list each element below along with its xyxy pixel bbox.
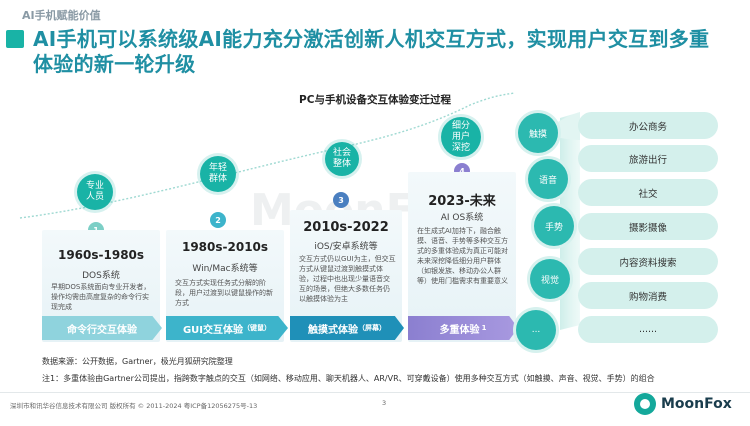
scenario-pill: 摄影摄像: [578, 213, 718, 240]
moonfox-logo-icon: [634, 393, 656, 415]
modality-label: 触摸: [528, 129, 547, 140]
os-label: AI OS系统: [440, 213, 484, 223]
page-headline: AI手机可以系统级AI能力充分激活创新人机交互方式，实现用户交互到多重体验的新一…: [33, 27, 710, 76]
band-stage-2: GUI交互体验 （键鼠）: [166, 316, 288, 340]
scenario-label: 摄影摄像: [628, 222, 667, 234]
scenario-label: 办公商务: [628, 121, 667, 133]
section-tag: AI手机赋能价值: [22, 9, 101, 22]
scenario-pill: 旅游出行: [578, 145, 718, 172]
scenario-label: 内容资料搜索: [619, 257, 677, 269]
stage-description: 交互方式仍以GUI为主，但交互方式从键鼠过渡到触摸式体验，过程中也出现少量语音交…: [299, 255, 396, 303]
scenario-label: 旅游出行: [628, 154, 667, 166]
band-suffix: （屏幕）: [358, 324, 386, 332]
stage-number-2: 2: [210, 212, 226, 228]
scenario-pill: 办公商务: [578, 112, 718, 139]
era-label: 1960s-1980s: [57, 248, 145, 262]
os-label: Win/Mac系统等: [192, 264, 258, 274]
moonfox-logo: MoonFox: [634, 393, 732, 415]
modality-label: 语音: [538, 175, 557, 186]
bubble-label: 细分用户深挖: [451, 120, 470, 153]
era-label: 2023-未来: [428, 194, 496, 209]
scenario-pill: 购物消费: [578, 282, 718, 309]
stage-description: 交互方式实现任务式分解的阶段，用户过渡到以键鼠操作的新方式: [175, 279, 273, 307]
stage-number-3: 3: [333, 192, 349, 208]
band-footnote: 1: [481, 324, 487, 332]
title-accent-bar: [6, 30, 24, 48]
band-stage-3: 触摸式体验 （屏幕）: [290, 316, 404, 340]
data-source: 数据来源：公开数据，Gartner，极光月狐研究院整理: [42, 357, 233, 366]
stage-card-4: 2023-未来 AI OS系统 在生成式AI加持下，融合触摸、语音、手势等多种交…: [408, 172, 516, 342]
scenario-pill: 内容资料搜索: [578, 248, 718, 275]
bubble-stage-4: 细分用户深挖: [441, 117, 481, 157]
modality-more: ...: [516, 310, 556, 350]
bubble-stage-2: 年轻群体: [200, 156, 236, 192]
band-stage-4: 多重体验 1: [408, 316, 518, 340]
modality-vision: 视觉: [530, 259, 570, 299]
band-label: GUI交互体验: [182, 324, 244, 336]
band-label: 命令行交互体验: [67, 324, 137, 336]
bubble-label: 社会整体: [332, 148, 351, 169]
footer-divider: [0, 392, 750, 393]
os-label: DOS系统: [82, 271, 120, 281]
chart-title: PC与手机设备交互体验变迁过程: [299, 94, 451, 106]
band-stage-1: 命令行交互体验: [42, 316, 162, 340]
logo-text: MoonFox: [661, 396, 732, 412]
band-label: 多重体验: [439, 324, 480, 336]
footnote: 注1：多重体验由Gartner公司提出，指跨数字触点的交互（如网络、移动应用、聊…: [42, 374, 655, 383]
bubble-label: 专业人员: [85, 181, 104, 202]
stage-description: 在生成式AI加持下，融合触摸、语音、手势等多种交互方式的多重体验成为真正可能对未…: [417, 227, 508, 285]
modality-label: ...: [531, 325, 541, 335]
bubble-stage-1: 专业人员: [77, 174, 113, 210]
modality-gesture: 手势: [534, 206, 574, 246]
os-label: iOS/安卓系统等: [314, 242, 378, 252]
bubble-label: 年轻群体: [208, 163, 227, 184]
copyright-text: 深圳市和讯华谷信息技术有限公司 版权所有 © 2011-2024 粤ICP备12…: [10, 402, 258, 410]
band-label: 触摸式体验: [308, 324, 358, 336]
era-label: 2010s-2022: [303, 220, 389, 235]
era-label: 1980s-2010s: [181, 240, 269, 254]
modality-voice: 语音: [528, 159, 568, 199]
modality-touch: 触摸: [518, 113, 558, 153]
scenario-pill: ......: [578, 316, 718, 343]
bubble-stage-3: 社会整体: [325, 142, 359, 176]
scenario-label: 购物消费: [628, 291, 667, 303]
page-number: 3: [382, 399, 387, 407]
modality-label: 手势: [544, 222, 563, 233]
modality-label: 视觉: [540, 275, 559, 286]
scenario-label: 社交: [638, 188, 658, 200]
scenario-label: ......: [638, 324, 658, 335]
band-suffix: （键鼠）: [243, 324, 272, 332]
scenario-pill: 社交: [578, 179, 718, 206]
stage-description: 早期DOS系统面向专业开发者，操作均需由高度复杂的命令行实现完成: [51, 283, 151, 311]
